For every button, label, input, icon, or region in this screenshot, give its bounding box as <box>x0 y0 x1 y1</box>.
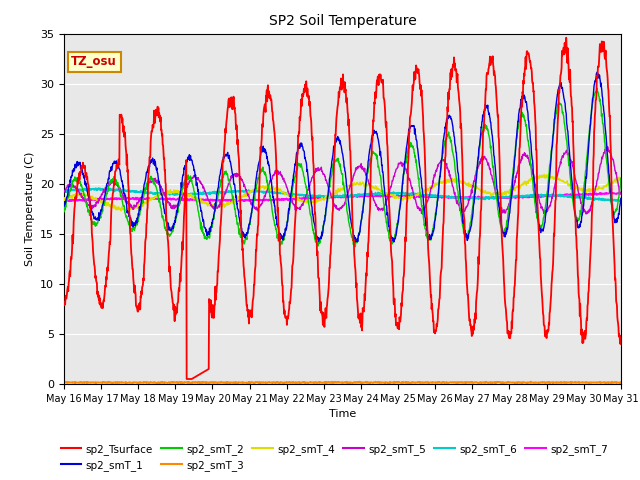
sp2_smT_7 <box>224 199 232 204</box>
sp2_smT_6 <box>60 188 68 193</box>
X-axis label: Time: Time <box>329 409 356 419</box>
sp2_smT_7 <box>246 197 254 203</box>
sp2_smT_4 <box>545 171 553 177</box>
sp2_smT_4 <box>60 195 68 201</box>
sp2_smT_5 <box>60 188 68 194</box>
sp2_smT_7 <box>184 197 191 203</box>
sp2_smT_5 <box>429 178 436 184</box>
sp2_smT_2 <box>617 175 625 181</box>
sp2_Tsurface <box>551 210 559 216</box>
sp2_smT_5 <box>551 185 559 191</box>
sp2_smT_3 <box>246 380 254 385</box>
sp2_smT_3 <box>60 379 68 385</box>
sp2_smT_6 <box>502 195 509 201</box>
Title: SP2 Soil Temperature: SP2 Soil Temperature <box>269 14 416 28</box>
sp2_smT_4 <box>502 191 509 196</box>
sp2_smT_5 <box>604 144 611 150</box>
sp2_smT_7 <box>502 194 509 200</box>
Y-axis label: Soil Temperature (C): Soil Temperature (C) <box>24 152 35 266</box>
sp2_smT_4 <box>246 188 254 193</box>
Line: sp2_smT_1: sp2_smT_1 <box>64 72 621 242</box>
sp2_smT_6 <box>429 193 437 199</box>
sp2_smT_5 <box>617 192 625 197</box>
sp2_smT_5 <box>502 210 509 216</box>
sp2_Tsurface <box>502 306 509 312</box>
sp2_smT_3 <box>527 379 534 384</box>
sp2_Tsurface <box>183 376 191 382</box>
sp2_smT_2 <box>502 227 509 233</box>
sp2_smT_1 <box>184 154 191 160</box>
sp2_smT_6 <box>184 191 192 197</box>
sp2_smT_7 <box>617 190 625 196</box>
sp2_smT_3 <box>184 379 191 385</box>
sp2_smT_6 <box>617 197 625 203</box>
sp2_smT_2 <box>351 244 359 250</box>
sp2_smT_2 <box>60 209 68 215</box>
sp2_smT_4 <box>617 175 625 180</box>
Line: sp2_smT_6: sp2_smT_6 <box>64 188 621 202</box>
sp2_smT_1 <box>502 231 509 237</box>
sp2_smT_4 <box>171 190 179 195</box>
sp2_smT_2 <box>551 115 559 120</box>
sp2_smT_6 <box>246 188 254 194</box>
sp2_smT_7 <box>607 190 615 195</box>
Line: sp2_smT_7: sp2_smT_7 <box>64 192 621 202</box>
sp2_smT_4 <box>121 208 129 214</box>
Text: TZ_osu: TZ_osu <box>71 55 117 68</box>
Line: sp2_smT_5: sp2_smT_5 <box>64 147 621 214</box>
sp2_smT_7 <box>60 198 68 204</box>
sp2_smT_6 <box>551 193 559 199</box>
sp2_smT_3 <box>502 380 509 385</box>
sp2_smT_3 <box>429 380 437 385</box>
sp2_smT_2 <box>246 222 254 228</box>
sp2_Tsurface <box>617 333 625 339</box>
sp2_smT_5 <box>184 180 191 186</box>
sp2_smT_4 <box>552 176 559 182</box>
sp2_smT_1 <box>617 195 625 201</box>
sp2_smT_5 <box>246 197 254 203</box>
Line: sp2_smT_4: sp2_smT_4 <box>64 174 621 211</box>
sp2_smT_1 <box>390 239 398 245</box>
sp2_smT_7 <box>170 196 178 202</box>
sp2_Tsurface <box>60 301 68 307</box>
sp2_smT_3 <box>617 380 625 385</box>
sp2_Tsurface <box>184 376 192 382</box>
sp2_Tsurface <box>170 312 178 317</box>
sp2_smT_1 <box>429 228 437 234</box>
sp2_smT_2 <box>429 229 437 235</box>
sp2_Tsurface <box>563 35 570 41</box>
sp2_smT_6 <box>607 199 614 204</box>
sp2_smT_1 <box>170 221 178 227</box>
sp2_smT_2 <box>184 177 191 182</box>
sp2_smT_2 <box>170 223 178 229</box>
sp2_smT_3 <box>170 380 178 385</box>
Line: sp2_smT_2: sp2_smT_2 <box>64 88 621 247</box>
sp2_smT_6 <box>95 185 102 191</box>
sp2_smT_5 <box>582 211 590 217</box>
sp2_smT_1 <box>60 204 68 209</box>
Legend: sp2_Tsurface, sp2_smT_1, sp2_smT_2, sp2_smT_3, sp2_smT_4, sp2_smT_5, sp2_smT_6, : sp2_Tsurface, sp2_smT_1, sp2_smT_2, sp2_… <box>56 439 612 475</box>
sp2_smT_1 <box>246 218 254 224</box>
sp2_smT_3 <box>385 381 392 386</box>
sp2_smT_4 <box>429 183 437 189</box>
sp2_smT_5 <box>170 205 178 211</box>
Line: sp2_Tsurface: sp2_Tsurface <box>64 38 621 379</box>
sp2_Tsurface <box>246 313 254 319</box>
sp2_smT_1 <box>593 69 601 75</box>
sp2_smT_7 <box>551 193 559 199</box>
sp2_smT_6 <box>171 192 179 197</box>
sp2_smT_4 <box>184 193 192 199</box>
sp2_smT_1 <box>551 110 559 116</box>
sp2_smT_2 <box>593 85 601 91</box>
Line: sp2_smT_3: sp2_smT_3 <box>64 382 621 384</box>
sp2_smT_3 <box>552 380 559 385</box>
sp2_Tsurface <box>429 319 437 324</box>
sp2_smT_7 <box>429 193 437 199</box>
